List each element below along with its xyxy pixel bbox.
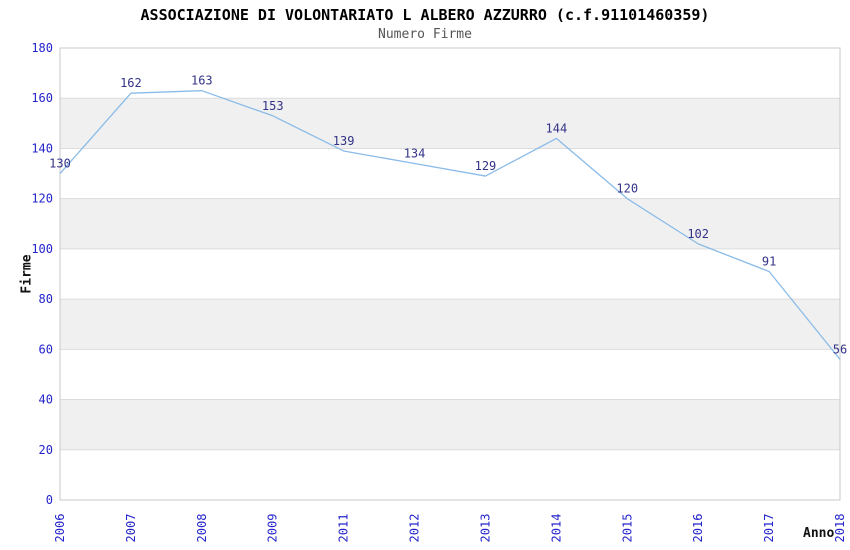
y-tick-label: 160 [31,91,53,105]
data-point-label: 130 [49,157,71,171]
y-tick-label: 0 [46,493,53,507]
plot-band [60,399,840,450]
y-axis-title: Firme [19,254,35,294]
plot-band [60,98,840,149]
data-point-label: 91 [762,254,776,268]
data-point-label: 144 [546,121,568,135]
data-point-label: 120 [616,182,638,196]
y-tick-label: 120 [31,192,53,206]
x-tick-label: 2014 [549,514,563,543]
y-tick-label: 80 [39,292,53,306]
x-tick-label: 2011 [337,514,351,543]
x-tick-label: 2016 [691,514,705,543]
x-tick-label: 2006 [53,514,67,543]
plot-band [60,299,840,350]
plot-border [59,47,841,501]
data-point-label: 56 [833,342,847,356]
data-line [59,90,841,360]
x-tick-label: 2009 [266,514,280,543]
y-tick-label: 20 [39,443,53,457]
y-tick-label: 60 [39,342,53,356]
x-tick-label: 2008 [195,514,209,543]
x-tick-label: 2013 [478,514,492,543]
x-tick-label: 2007 [124,514,138,543]
y-tick-label: 140 [31,141,53,155]
y-tick-label: 40 [39,393,53,407]
data-point-label: 134 [404,147,426,161]
chart-subtitle: Numero Firme [378,27,472,42]
x-tick-label: 2018 [833,514,847,543]
data-point-label: 163 [191,74,213,88]
data-point-label: 162 [120,76,142,90]
x-axis-title: Anno [803,526,835,541]
data-point-label: 139 [333,134,355,148]
data-point-label: 102 [687,227,709,241]
x-tick-label: 2017 [762,514,776,543]
y-tick-label: 180 [31,41,53,55]
data-point-label: 129 [475,159,497,173]
data-point-label: 153 [262,99,284,113]
chart-title: ASSOCIAZIONE DI VOLONTARIATO L ALBERO AZ… [140,6,710,24]
y-tick-label: 100 [31,242,53,256]
plot-band [60,198,840,249]
x-tick-label: 2012 [408,514,422,543]
x-tick-label: 2015 [620,514,634,543]
